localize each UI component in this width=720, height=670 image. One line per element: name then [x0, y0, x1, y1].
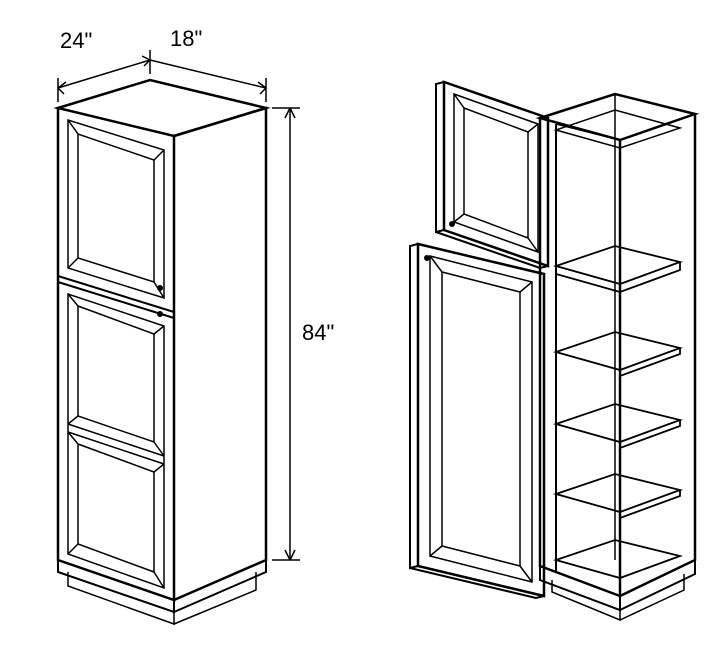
cabinet-diagram: 24" 18" 84": [0, 0, 720, 670]
dim-width-label: 18": [170, 26, 202, 51]
dim-height-label: 84": [302, 320, 334, 345]
dim-depth-label: 24": [60, 28, 92, 53]
open-cabinet: [410, 82, 695, 620]
closed-cabinet: [58, 50, 300, 624]
